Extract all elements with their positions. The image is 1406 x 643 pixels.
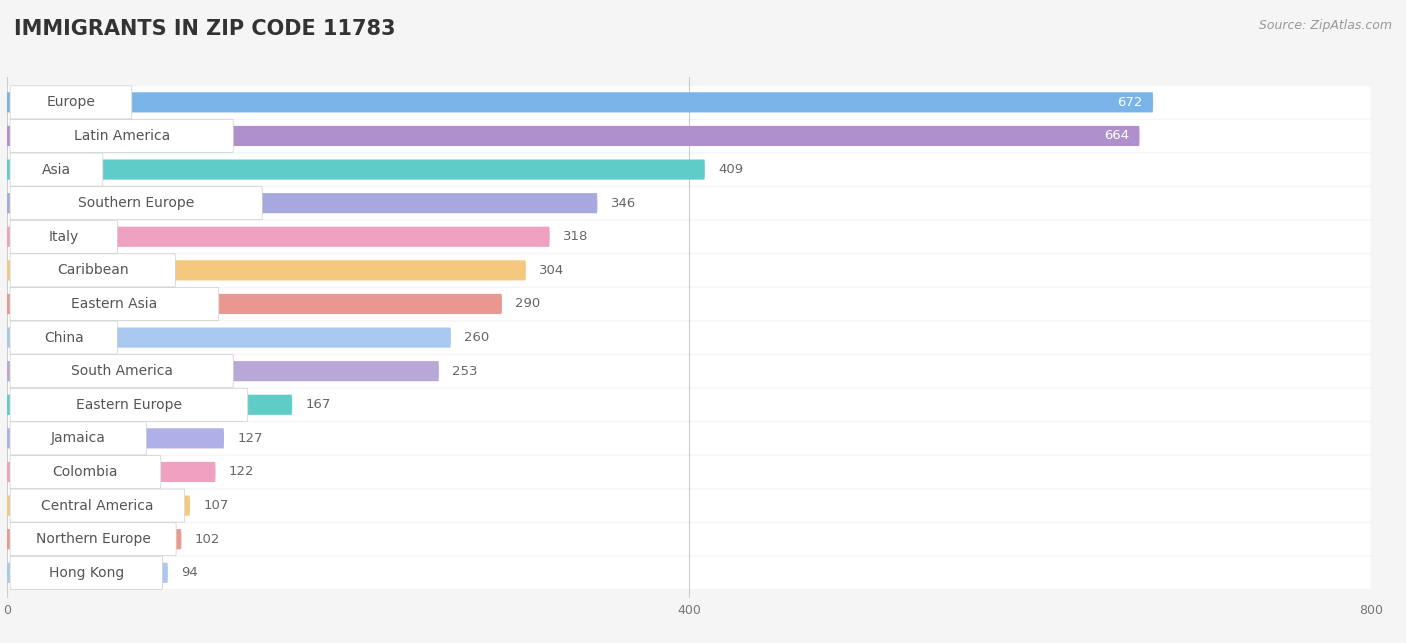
FancyBboxPatch shape — [7, 557, 1371, 589]
Text: Colombia: Colombia — [52, 465, 118, 479]
Text: Asia: Asia — [42, 163, 72, 177]
Text: Southern Europe: Southern Europe — [79, 196, 194, 210]
FancyBboxPatch shape — [7, 260, 526, 280]
Text: 664: 664 — [1104, 129, 1129, 143]
Text: 260: 260 — [464, 331, 489, 344]
Text: 346: 346 — [610, 197, 636, 210]
Text: Central America: Central America — [41, 498, 153, 512]
Text: IMMIGRANTS IN ZIP CODE 11783: IMMIGRANTS IN ZIP CODE 11783 — [14, 19, 395, 39]
Text: Italy: Italy — [49, 230, 79, 244]
FancyBboxPatch shape — [10, 556, 163, 590]
Text: China: China — [44, 331, 83, 345]
FancyBboxPatch shape — [10, 221, 118, 253]
FancyBboxPatch shape — [7, 456, 1371, 488]
FancyBboxPatch shape — [7, 254, 1371, 287]
Text: Europe: Europe — [46, 95, 96, 109]
FancyBboxPatch shape — [7, 496, 190, 516]
FancyBboxPatch shape — [7, 355, 1371, 387]
FancyBboxPatch shape — [7, 523, 1371, 556]
FancyBboxPatch shape — [10, 321, 118, 354]
Text: 253: 253 — [451, 365, 478, 377]
Text: 304: 304 — [538, 264, 564, 277]
Text: 290: 290 — [515, 298, 540, 311]
FancyBboxPatch shape — [7, 126, 1139, 146]
Text: 409: 409 — [718, 163, 742, 176]
Text: Eastern Asia: Eastern Asia — [72, 297, 157, 311]
Text: 167: 167 — [305, 398, 330, 412]
Text: 102: 102 — [194, 532, 219, 546]
Text: 122: 122 — [229, 466, 254, 478]
FancyBboxPatch shape — [10, 422, 146, 455]
FancyBboxPatch shape — [7, 120, 1371, 152]
FancyBboxPatch shape — [10, 254, 176, 287]
FancyBboxPatch shape — [7, 154, 1371, 186]
FancyBboxPatch shape — [10, 120, 233, 152]
Text: 94: 94 — [181, 566, 198, 579]
FancyBboxPatch shape — [7, 294, 502, 314]
FancyBboxPatch shape — [7, 86, 1371, 118]
Text: 127: 127 — [238, 432, 263, 445]
FancyBboxPatch shape — [10, 186, 263, 220]
FancyBboxPatch shape — [7, 563, 167, 583]
FancyBboxPatch shape — [10, 153, 103, 186]
FancyBboxPatch shape — [7, 227, 550, 247]
FancyBboxPatch shape — [7, 288, 1371, 320]
FancyBboxPatch shape — [7, 529, 181, 549]
Text: Caribbean: Caribbean — [56, 264, 128, 277]
FancyBboxPatch shape — [10, 388, 247, 421]
Text: Eastern Europe: Eastern Europe — [76, 398, 181, 412]
Text: 672: 672 — [1116, 96, 1143, 109]
Text: Latin America: Latin America — [73, 129, 170, 143]
FancyBboxPatch shape — [7, 388, 1371, 421]
FancyBboxPatch shape — [7, 327, 450, 348]
Text: Jamaica: Jamaica — [51, 431, 105, 446]
FancyBboxPatch shape — [10, 455, 160, 489]
Text: South America: South America — [70, 364, 173, 378]
FancyBboxPatch shape — [7, 93, 1153, 113]
FancyBboxPatch shape — [7, 428, 224, 448]
Text: Source: ZipAtlas.com: Source: ZipAtlas.com — [1258, 19, 1392, 32]
FancyBboxPatch shape — [7, 322, 1371, 354]
FancyBboxPatch shape — [7, 159, 704, 179]
Text: 107: 107 — [202, 499, 228, 512]
FancyBboxPatch shape — [7, 193, 598, 213]
FancyBboxPatch shape — [7, 489, 1371, 521]
FancyBboxPatch shape — [7, 422, 1371, 455]
FancyBboxPatch shape — [7, 187, 1371, 219]
FancyBboxPatch shape — [10, 287, 219, 320]
FancyBboxPatch shape — [7, 395, 291, 415]
FancyBboxPatch shape — [10, 355, 233, 388]
Text: Northern Europe: Northern Europe — [35, 532, 150, 546]
Text: Hong Kong: Hong Kong — [49, 566, 124, 580]
FancyBboxPatch shape — [10, 523, 176, 556]
FancyBboxPatch shape — [7, 462, 215, 482]
FancyBboxPatch shape — [7, 221, 1371, 253]
FancyBboxPatch shape — [10, 86, 132, 119]
FancyBboxPatch shape — [7, 361, 439, 381]
Text: 318: 318 — [562, 230, 588, 243]
FancyBboxPatch shape — [10, 489, 184, 522]
